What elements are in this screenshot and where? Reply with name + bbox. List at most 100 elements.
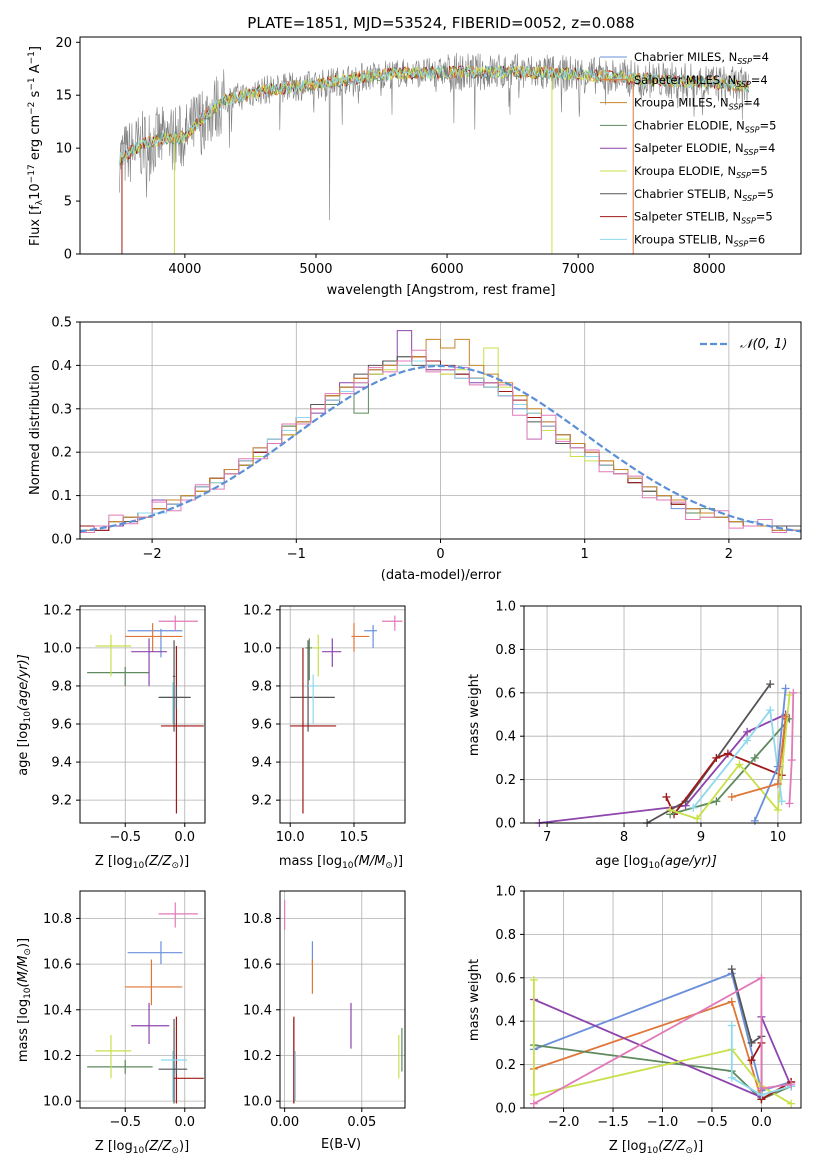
mass-vs-extinction-panel: 0.00 0.05 10.0 10.2 10.4 10.6 10.8 (243, 890, 406, 1130)
spectrum-ytick-label: 0 (64, 248, 72, 263)
mass-weight-line (533, 976, 792, 1105)
panel-xtick-label: −1.0 (647, 1115, 679, 1130)
hist-ytick-label: 0.2 (51, 446, 72, 461)
spectrum-ylabel: Flux [fλ10−17 erg cm−2 s−1 A−1] (27, 46, 45, 246)
panel-ytick-label: 9.8 (51, 679, 72, 694)
mass-weight-line (669, 718, 791, 816)
spectrum-ytick-label: 10 (55, 142, 72, 157)
panel-xtick-label: 0.0 (751, 1115, 772, 1130)
mass-weight-line (669, 694, 791, 820)
panel-xtick-label: 0.00 (270, 1115, 299, 1130)
panel-xtick-label: 0.05 (347, 1115, 376, 1130)
legend-entry: Chabrier MILES, NSSP=4 (634, 50, 769, 66)
panel-xtick-label: 0.0 (174, 830, 195, 845)
panel-ytick-label: 9.4 (51, 756, 72, 771)
panel-xtick-label: −0.5 (109, 1115, 141, 1130)
panel-ytick-label: 9.8 (251, 679, 272, 694)
hist-ytick-label: 0.0 (51, 533, 72, 548)
panel-xtick-label: 8 (620, 830, 628, 845)
panel-ytick-label: 10.2 (43, 603, 72, 618)
panel-ytick-label: 10.4 (43, 1003, 72, 1018)
panel-ytick-label: 0.2 (495, 1058, 516, 1073)
panel-ytick-label: 10.0 (243, 641, 272, 656)
panel-ytick-label: 10.6 (243, 958, 272, 973)
hist-series (80, 349, 801, 533)
panel-xtick-label: 10.0 (276, 830, 305, 845)
hist-xtick-label: 2 (725, 547, 733, 562)
panel-ytick-label: 10.8 (43, 912, 72, 927)
panel-frame (79, 890, 206, 1109)
p3-ylabel: mass weight (467, 674, 482, 756)
p6-ylabel: mass weight (467, 959, 482, 1041)
panel-ytick-label: 9.4 (251, 756, 272, 771)
hist-ytick-label: 0.5 (51, 316, 72, 331)
panel-ytick-label: 10.8 (243, 912, 272, 927)
age-vs-mass-panel: 10.0 10.5 9.2 9.4 9.6 9.8 10.0 10.2 (243, 603, 406, 845)
mass-vs-metallicity-panel: −0.5 0.0 10.0 10.2 10.4 10.6 10.8 (43, 890, 206, 1130)
model-spectrum-line (118, 65, 749, 166)
legend-entry: Salpeter MILES, NSSP=4 (634, 73, 768, 89)
mass-weight-line (788, 692, 795, 804)
mass-weight-line (692, 707, 783, 809)
hist-ytick-label: 0.1 (51, 489, 72, 504)
panel-frame (279, 605, 406, 824)
mass-weight-vs-age-panel: 7 8 9 10 0.0 0.2 0.4 0.6 0.8 1.0 (495, 600, 802, 845)
residual-histogram-panel: −2 −1 0 1 2 0.0 0.1 0.2 0.3 0.4 0.5 (data-model)/… (28, 316, 802, 583)
panel-ytick-label: 1.0 (495, 600, 516, 615)
spectrum-panel: 4000 5000 6000 7000 8000 0 5 10 15 20 wavelength… (27, 36, 802, 298)
panel-ytick-label: 0.4 (495, 1015, 516, 1030)
panel-ytick-label: 9.2 (251, 794, 272, 809)
panel-ytick-label: 0.2 (495, 773, 516, 788)
panel-ytick-label: 10.2 (43, 1049, 72, 1064)
spectrum-ytick-label: 15 (55, 89, 72, 104)
p6-xlabel: Z [log10(Z/Z⊙)] (609, 1139, 703, 1156)
legend-entry: Kroupa STELIB, NSSP=6 (634, 232, 765, 248)
panel-xtick-label: 9 (697, 830, 705, 845)
panel-ytick-label: 10.2 (243, 1049, 272, 1064)
panel-xtick-label: 7 (543, 830, 551, 845)
spectrum-xtick-label: 8000 (693, 262, 726, 277)
panel-ytick-label: 0.8 (495, 928, 516, 943)
p4-xlabel: Z [log10(Z/Z⊙)] (95, 1139, 189, 1156)
age-vs-metallicity-panel: −0.5 0.0 9.2 9.4 9.6 9.8 10.0 10.2 (43, 603, 206, 845)
panel-ytick-label: 9.6 (251, 718, 272, 733)
normal-curve (79, 364, 802, 533)
p1-xlabel: Z [log10(Z/Z⊙)] (95, 854, 189, 871)
panel-ytick-label: 10.0 (43, 1095, 72, 1110)
panel-xtick-label: −1.5 (597, 1115, 629, 1130)
panel-ytick-label: 0.4 (495, 730, 516, 745)
legend-entry: Kroupa MILES, NSSP=4 (634, 96, 760, 112)
spectrum-ytick-label: 5 (64, 195, 72, 210)
panel-ytick-label: 0.8 (495, 643, 516, 658)
spectrum-xtick-label: 7000 (562, 262, 595, 277)
spectrum-xtick-label: 4000 (168, 262, 201, 277)
normal-legend-label: 𝒩(0, 1) (740, 337, 787, 352)
spectrum-xtick-label: 6000 (431, 262, 464, 277)
panel-xtick-label: 10 (770, 830, 787, 845)
hist-xtick-label: 1 (581, 547, 589, 562)
hist-xtick-label: −2 (143, 547, 162, 562)
panel-frame (79, 605, 206, 824)
panel-frame (279, 890, 406, 1109)
panel-ytick-label: 9.6 (51, 718, 72, 733)
panel-xtick-label: −0.5 (109, 830, 141, 845)
panel-ytick-label: 9.2 (51, 794, 72, 809)
mass-weight-line (646, 683, 771, 824)
spectrum-xlabel: wavelength [Angstrom, rest frame] (327, 283, 556, 298)
mass-weight-line (539, 713, 786, 824)
p2-xlabel: mass [log10(M/M⊙)] (279, 854, 403, 871)
p1-ylabel: age [log10(age/yr)] (16, 654, 33, 776)
panel-ytick-label: 10.4 (243, 1003, 272, 1018)
panel-xtick-label: 0.0 (174, 1115, 195, 1130)
spectrum-xtick-label: 5000 (299, 262, 332, 277)
legend-entry: Salpeter STELIB, NSSP=5 (634, 210, 773, 226)
panel-ytick-label: 0.6 (495, 686, 516, 701)
p4-ylabel: mass [log10(M/M⊙)] (16, 938, 33, 1062)
panel-xtick-label: −0.5 (696, 1115, 728, 1130)
panel-ytick-label: 10.2 (243, 603, 272, 618)
legend-entry: Kroupa ELODIE, NSSP=5 (634, 164, 768, 180)
panel-ytick-label: 10.6 (43, 958, 72, 973)
panel-xtick-label: −2.0 (548, 1115, 580, 1130)
mass-weight-vs-metallicity-panel: −2.0 −1.5 −1.0 −0.5 0.0 0.0 0.2 0.4 0.6 0.8 1.0 (495, 885, 802, 1130)
